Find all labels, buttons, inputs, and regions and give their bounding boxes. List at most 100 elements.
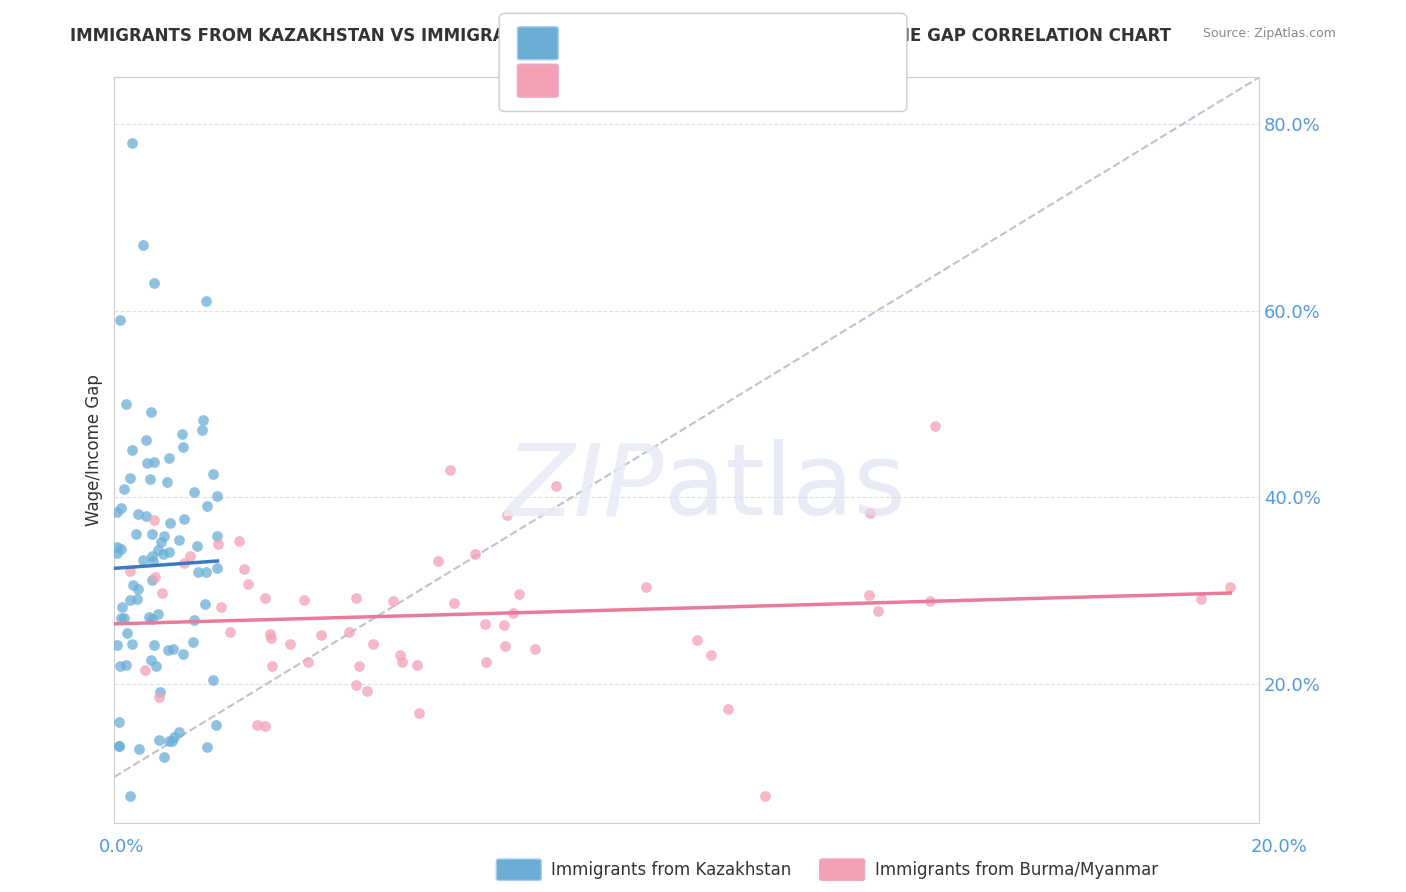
Point xyxy=(464,548,486,562)
Point xyxy=(127,582,149,597)
Point xyxy=(157,733,180,747)
Point xyxy=(142,554,165,568)
Text: N =: N = xyxy=(672,70,728,90)
Point xyxy=(156,475,179,489)
Point xyxy=(508,587,530,601)
Point xyxy=(135,433,157,447)
Point xyxy=(195,565,218,579)
Point xyxy=(148,690,170,705)
Text: Immigrants from Kazakhstan: Immigrants from Kazakhstan xyxy=(551,861,792,879)
Point xyxy=(1189,592,1212,607)
Point xyxy=(135,457,157,471)
Text: -0.111: -0.111 xyxy=(605,70,668,90)
Point xyxy=(128,742,150,756)
Point xyxy=(254,719,277,733)
Point xyxy=(754,789,776,803)
Point xyxy=(159,516,181,530)
Point xyxy=(111,599,134,614)
Point xyxy=(120,593,142,607)
Point xyxy=(105,546,128,560)
Point xyxy=(145,658,167,673)
Point xyxy=(439,463,461,477)
Point xyxy=(205,489,228,503)
Point xyxy=(337,624,360,639)
Point xyxy=(169,533,191,547)
Point xyxy=(142,513,165,527)
Point xyxy=(717,702,740,716)
Point xyxy=(115,626,138,640)
Point xyxy=(167,725,190,739)
Point xyxy=(139,405,162,419)
Point xyxy=(112,482,135,496)
Point xyxy=(138,610,160,624)
Point xyxy=(426,554,449,568)
Point xyxy=(143,455,166,469)
Point xyxy=(141,653,163,667)
Point xyxy=(122,578,145,592)
Point xyxy=(172,647,194,661)
Point xyxy=(114,397,136,411)
Point xyxy=(135,509,157,524)
Text: Source: ZipAtlas.com: Source: ZipAtlas.com xyxy=(1202,27,1336,40)
Point xyxy=(228,534,250,549)
Point xyxy=(924,418,946,433)
Text: IMMIGRANTS FROM KAZAKHSTAN VS IMMIGRANTS FROM BURMA/MYANMAR WAGE/INCOME GAP CORR: IMMIGRANTS FROM KAZAKHSTAN VS IMMIGRANTS… xyxy=(70,27,1171,45)
Point xyxy=(148,732,170,747)
Point xyxy=(195,740,218,755)
Point xyxy=(406,658,429,673)
Point xyxy=(114,657,136,672)
Point xyxy=(141,612,163,626)
Text: 60: 60 xyxy=(720,70,745,90)
Point xyxy=(211,600,233,615)
Point xyxy=(381,593,404,607)
Point xyxy=(162,641,184,656)
Point xyxy=(443,596,465,610)
Point xyxy=(233,562,256,576)
Point xyxy=(205,718,228,732)
Point xyxy=(162,733,184,747)
Point xyxy=(108,739,131,753)
Point xyxy=(201,467,224,481)
Point xyxy=(143,569,166,583)
Point xyxy=(389,648,412,662)
Point xyxy=(110,611,132,625)
Point xyxy=(356,684,378,698)
Y-axis label: Wage/Income Gap: Wage/Income Gap xyxy=(86,375,103,526)
Point xyxy=(143,638,166,652)
Text: Immigrants from Burma/Myanmar: Immigrants from Burma/Myanmar xyxy=(875,861,1157,879)
Point xyxy=(125,592,148,607)
Point xyxy=(699,648,721,662)
Point xyxy=(110,501,132,516)
Point xyxy=(121,136,143,150)
Point xyxy=(172,440,194,454)
Point xyxy=(183,613,205,627)
Point xyxy=(524,642,547,657)
Point xyxy=(866,604,889,618)
Point xyxy=(202,673,225,687)
Point xyxy=(141,549,163,564)
Point xyxy=(280,637,302,651)
Point xyxy=(502,607,524,621)
Point xyxy=(254,591,277,606)
Point xyxy=(143,276,166,290)
Point xyxy=(157,451,180,466)
Point xyxy=(121,637,143,651)
Text: 0.0%: 0.0% xyxy=(98,838,143,855)
Point xyxy=(110,541,132,556)
Point xyxy=(391,655,413,669)
Point xyxy=(205,561,228,575)
Point xyxy=(259,627,281,641)
Point xyxy=(686,632,709,647)
Point xyxy=(195,293,218,308)
Point xyxy=(181,635,204,649)
Point xyxy=(108,659,131,673)
Point xyxy=(193,413,215,427)
Point xyxy=(152,529,174,543)
Text: 0.279: 0.279 xyxy=(605,33,661,53)
Point xyxy=(105,638,128,652)
Point xyxy=(118,564,141,578)
Point xyxy=(207,536,229,550)
Point xyxy=(207,529,229,543)
Point xyxy=(186,539,208,553)
Point xyxy=(127,507,149,521)
